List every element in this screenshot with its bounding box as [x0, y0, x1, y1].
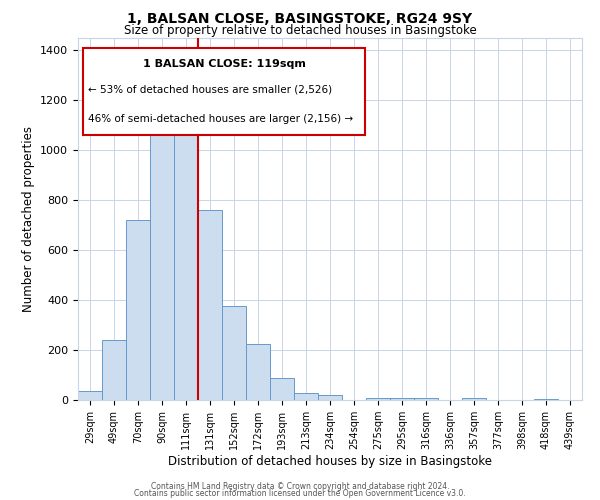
Bar	[126, 220, 150, 400]
Text: 46% of semi-detached houses are larger (2,156) →: 46% of semi-detached houses are larger (…	[88, 114, 353, 124]
Bar	[462, 398, 486, 400]
Bar	[102, 340, 126, 400]
Text: Size of property relative to detached houses in Basingstoke: Size of property relative to detached ho…	[124, 24, 476, 37]
Text: 1, BALSAN CLOSE, BASINGSTOKE, RG24 9SY: 1, BALSAN CLOSE, BASINGSTOKE, RG24 9SY	[127, 12, 473, 26]
Bar	[270, 378, 294, 400]
Bar	[390, 398, 414, 400]
Text: 1 BALSAN CLOSE: 119sqm: 1 BALSAN CLOSE: 119sqm	[143, 59, 305, 69]
Bar	[318, 395, 342, 400]
Bar	[414, 398, 438, 400]
Text: Contains HM Land Registry data © Crown copyright and database right 2024.: Contains HM Land Registry data © Crown c…	[151, 482, 449, 491]
Bar	[534, 399, 558, 400]
Bar	[366, 398, 390, 400]
Bar	[174, 120, 198, 400]
Bar	[198, 210, 222, 400]
Bar	[78, 392, 102, 400]
Bar	[222, 306, 246, 400]
Bar	[246, 344, 270, 400]
Text: Contains public sector information licensed under the Open Government Licence v3: Contains public sector information licen…	[134, 489, 466, 498]
Bar	[294, 392, 318, 400]
Bar	[150, 125, 174, 400]
X-axis label: Distribution of detached houses by size in Basingstoke: Distribution of detached houses by size …	[168, 455, 492, 468]
Y-axis label: Number of detached properties: Number of detached properties	[22, 126, 35, 312]
FancyBboxPatch shape	[83, 48, 365, 136]
Text: ← 53% of detached houses are smaller (2,526): ← 53% of detached houses are smaller (2,…	[88, 84, 332, 94]
